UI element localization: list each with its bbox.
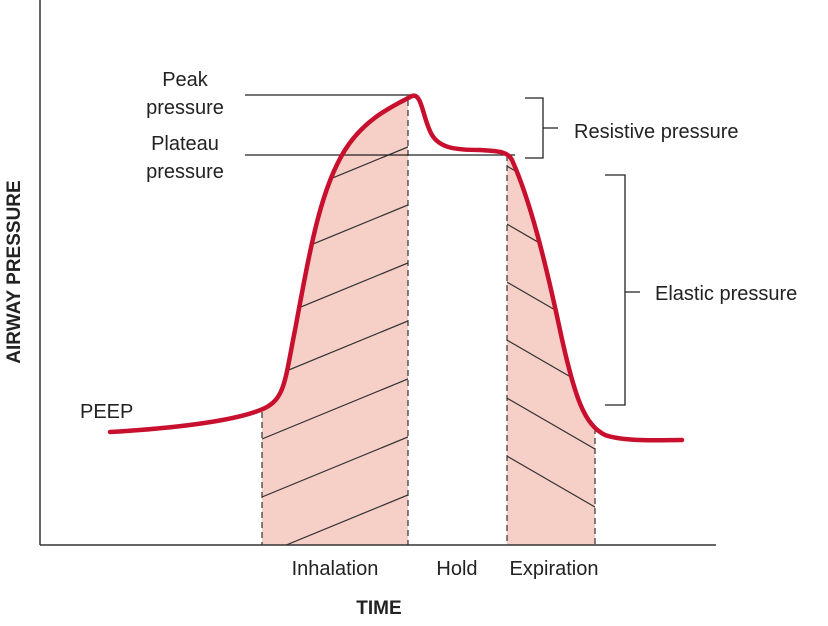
axes <box>39 0 716 546</box>
plateau-label: pressure <box>146 161 224 183</box>
reference-lines <box>245 94 640 406</box>
inhalation-area <box>262 95 408 545</box>
phase-label: Hold <box>436 558 477 580</box>
plateau-label: Plateau <box>151 133 219 155</box>
phase-dividers <box>261 100 596 545</box>
phase-label: Expiration <box>510 558 599 580</box>
peak-label: Peak <box>162 69 209 91</box>
phase-label: Inhalation <box>292 558 379 580</box>
elastic-label: Elastic pressure <box>655 283 797 305</box>
x-axis-label: TIME <box>356 598 401 619</box>
peak-label: pressure <box>146 97 224 119</box>
peep-label: PEEP <box>80 401 133 423</box>
y-axis-label: AIRWAY PRESSURE <box>4 180 25 363</box>
expiration-area <box>507 95 595 545</box>
shaded-areas <box>262 95 595 545</box>
resistive-label: Resistive pressure <box>574 121 739 143</box>
pressure-curve <box>107 93 685 443</box>
